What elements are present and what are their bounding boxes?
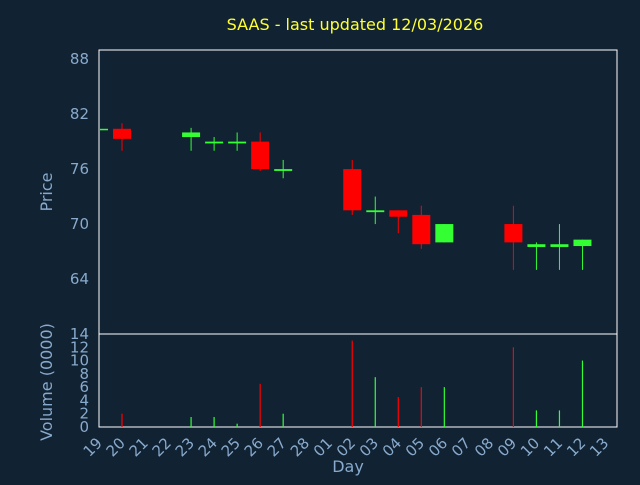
volume-panel-frame: [98, 333, 618, 428]
candle-body: [100, 128, 108, 131]
volume-axis-label: Volume (0000): [37, 323, 56, 441]
candle-body: [251, 141, 270, 170]
candle-body: [228, 141, 247, 144]
volume-tick-label: 4: [79, 391, 89, 409]
x-axis-label: Day: [332, 457, 364, 476]
marks-layer: [100, 123, 592, 427]
candle-body: [435, 224, 454, 243]
volume-tick-label: 14: [70, 325, 89, 343]
volume-tick-label: 2: [79, 405, 89, 423]
candle-body: [366, 210, 385, 213]
candle-body: [550, 244, 569, 247]
chart-title: SAAS - last updated 12/03/2026: [227, 15, 484, 34]
candle-body: [573, 239, 592, 247]
volume-tick-label: 12: [70, 338, 89, 356]
price-tick-label: 76: [70, 160, 89, 178]
candle-body: [389, 210, 408, 217]
price-tick-label: 88: [70, 50, 89, 68]
price-tick-label: 82: [70, 105, 89, 123]
candle-body: [205, 141, 224, 144]
y-axis-label: Price: [37, 172, 56, 211]
candle-body: [182, 132, 201, 138]
candle-body: [527, 244, 546, 247]
candle-body: [274, 169, 293, 171]
volume-tick-label: 6: [79, 378, 89, 396]
volume-tick-label: 0: [79, 418, 89, 436]
volume-tick-label: 10: [70, 352, 89, 370]
price-tick-label: 64: [70, 270, 89, 288]
candle-body: [504, 224, 523, 243]
volume-panel-background: [99, 334, 617, 427]
candle-body: [343, 169, 362, 211]
candle-body: [113, 128, 132, 139]
frame-layer: [98, 49, 618, 428]
price-tick-label: 70: [70, 215, 89, 233]
volume-tick-label: 8: [79, 365, 89, 383]
candle-body: [412, 214, 431, 245]
